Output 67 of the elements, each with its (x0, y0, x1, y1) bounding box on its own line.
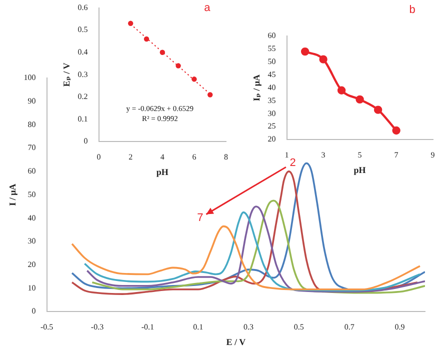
x-tick-label: 1 (284, 150, 289, 160)
x-tick-label: 5 (358, 150, 362, 160)
point (319, 55, 328, 64)
y-tick-label: 70 (28, 143, 36, 152)
x-tick-label: 2 (128, 152, 133, 162)
y-tick-label: 0.6 (78, 2, 88, 12)
text: b (409, 4, 416, 16)
x-tick-label: 7 (394, 150, 398, 160)
y-tick-label: 0.2 (78, 92, 88, 102)
y-tick-label: 40 (28, 213, 36, 222)
y-tick-label: 30 (28, 236, 36, 246)
y-tick-label: 40 (268, 82, 276, 92)
point (374, 106, 382, 114)
y-tick-label: 0.1 (78, 114, 88, 124)
x-tick-label: 0.9 (394, 322, 405, 332)
y-tick-label: 0.5 (78, 25, 88, 34)
x-axis-title: pH (354, 164, 366, 175)
y-tick-label: 0.4 (78, 47, 88, 56)
y-tick-label: 50 (268, 56, 276, 66)
y-tick-label: 0 (84, 136, 88, 146)
point (176, 63, 181, 68)
y-axis-title: I / μA (8, 183, 18, 206)
x-tick-label: -0.1 (141, 322, 154, 332)
x-tick-label: 0.3 (244, 322, 254, 332)
y-tick-label: 30 (268, 108, 276, 118)
x-tick-label: -0.5 (40, 322, 54, 332)
x-tick-label: 0.5 (294, 322, 304, 332)
y-tick-label: 45 (268, 70, 276, 79)
point (144, 36, 150, 42)
y-axis-title: Iₚ / μA (252, 74, 262, 102)
y-tick-label: 80 (28, 120, 36, 129)
y-tick-label: 90 (28, 96, 36, 106)
x-tick-label: 8 (224, 152, 228, 162)
x-tick-label: -0.3 (90, 322, 104, 332)
point (128, 20, 134, 26)
annotation: a (204, 2, 212, 14)
x-tick-label: 4 (160, 152, 164, 162)
x-axis-title: E / V (226, 336, 246, 347)
y-tick-label: 50 (28, 190, 36, 199)
point (356, 95, 364, 104)
annotation: 7 (197, 212, 204, 224)
y-tick-label: 25 (268, 122, 276, 131)
point (392, 126, 400, 135)
y-tick-label: 0 (32, 306, 36, 316)
x-tick-label: 0.1 (193, 322, 204, 332)
point (208, 92, 213, 98)
y-axis-title: Eₚ / V (62, 62, 72, 87)
y-tick-label: 55 (268, 44, 276, 54)
y-tick-label: 10 (28, 283, 36, 292)
y-tick-label: 60 (268, 31, 276, 40)
y-tick-label: 20 (28, 260, 36, 269)
line-series (71, 225, 421, 290)
y-tick-label: 35 (268, 96, 276, 105)
point (160, 50, 165, 55)
point (192, 76, 197, 82)
x-tick-label: 6 (192, 152, 196, 162)
x-tick-label: 0.7 (344, 322, 354, 332)
point (337, 86, 346, 94)
y-tick-label: 0.3 (78, 70, 88, 79)
x-tick-label: 3 (321, 150, 326, 160)
x-axis-title: pH (156, 166, 168, 177)
y-tick-label: 60 (28, 166, 36, 176)
point (300, 47, 310, 56)
y-tick-label: 20 (268, 134, 276, 144)
x-tick-label: 0 (96, 152, 101, 162)
y-tick-label: 100 (24, 73, 36, 82)
x-tick-label: 9 (430, 150, 435, 160)
